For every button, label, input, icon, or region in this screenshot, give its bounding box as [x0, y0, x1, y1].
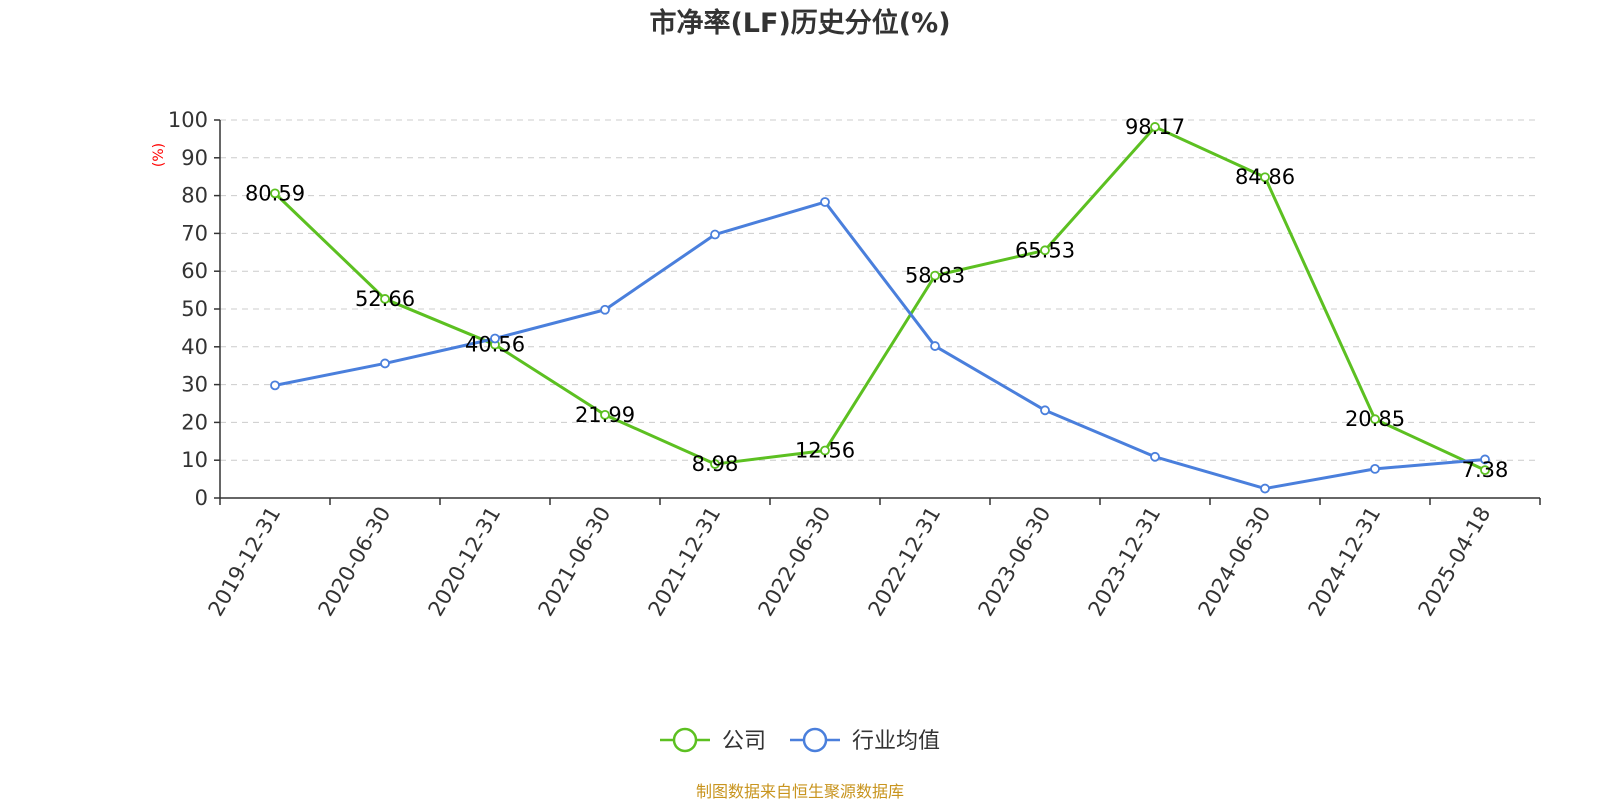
data-point: [710, 229, 720, 240]
data-label: 52.66: [355, 287, 415, 311]
y-tick-label: 30: [181, 373, 208, 397]
data-label: 21.99: [575, 403, 635, 427]
data-label: 58.83: [905, 264, 965, 288]
y-tick-label: 20: [181, 410, 208, 434]
data-point: [1150, 122, 1160, 132]
data-point: [380, 294, 390, 304]
data-point: [1040, 245, 1050, 256]
data-point: [710, 459, 720, 469]
data-point: [930, 270, 940, 281]
chart-title: 市净率(LF)历史分位(%): [649, 7, 950, 39]
data-label: 7.38: [1462, 458, 1509, 482]
y-axis-unit: (%): [151, 143, 167, 167]
data-label: 12.56: [795, 439, 855, 463]
data-point: [490, 333, 500, 344]
data-point: [380, 358, 390, 369]
legend-label: 行业均值: [852, 729, 940, 754]
series-line-2: [274, 200, 1486, 491]
legend-marker: [672, 727, 698, 753]
data-point: [1480, 465, 1490, 476]
data-label: 84.86: [1235, 165, 1295, 189]
y-tick-label: 0: [195, 486, 208, 510]
data-point: [270, 188, 280, 199]
data-point: [820, 197, 830, 207]
data-point: [1480, 454, 1490, 465]
y-tick-label: 100: [168, 108, 208, 132]
data-point: [1370, 414, 1380, 425]
data-point: [600, 304, 610, 315]
x-tick-label: 2019-12-31: [204, 503, 286, 621]
y-tick-label: 40: [181, 335, 208, 359]
legend-marker: [802, 727, 828, 753]
y-tick-label: 80: [181, 184, 208, 208]
data-point: [1260, 483, 1270, 494]
data-label: 65.53: [1015, 238, 1075, 262]
data-point: [600, 409, 610, 420]
grid-lines: [220, 119, 1540, 461]
data-point: [1150, 451, 1160, 462]
data-label: 20.85: [1345, 407, 1405, 431]
x-tick-label: 2021-12-31: [644, 503, 726, 621]
data-label: 80.59: [245, 181, 305, 205]
x-tick-label: 2020-06-30: [314, 503, 396, 621]
data-point: [1040, 405, 1050, 416]
y-tick-label: 70: [181, 221, 208, 245]
data-point: [820, 445, 830, 456]
series-line-1: [273, 125, 1486, 472]
data-labels: 80.59 52.66 40.56 21.99 8.98 12.56 58.83 65.53 9…: [245, 115, 1508, 482]
data-label: 98.17: [1125, 115, 1185, 139]
x-tick-label: 2022-06-30: [754, 503, 836, 621]
legend-item-1: 公司: [660, 727, 766, 754]
source-note: 制图数据来自恒生聚源数据库: [696, 782, 904, 800]
x-tick-label: 2023-12-31: [1084, 503, 1166, 621]
data-point: [1260, 172, 1270, 183]
series-lines: [270, 122, 1490, 494]
x-tick-label: 2022-12-31: [864, 503, 946, 621]
x-tick-label: 2021-06-30: [534, 503, 616, 621]
axes: 0 10 20 30 40 50 60 70 80 90 100 2019-12-31 2020-06-…: [168, 108, 1541, 621]
y-tick-label: 50: [181, 297, 208, 321]
data-point: [930, 341, 940, 351]
data-point: [270, 380, 280, 391]
data-label: 40.56: [465, 333, 525, 357]
legend: 公司 行业均值: [660, 727, 940, 754]
x-tick-label: 2025-04-18: [1414, 503, 1496, 621]
x-tick-label: 2023-06-30: [974, 503, 1056, 621]
legend-item-2: 行业均值: [790, 727, 940, 754]
y-tick-label: 90: [181, 146, 208, 170]
data-point: [1370, 463, 1380, 474]
x-tick-label: 2024-06-30: [1194, 503, 1276, 621]
y-tick-label: 60: [181, 259, 208, 283]
data-label: 8.98: [692, 452, 739, 476]
x-tick-label: 2024-12-31: [1304, 503, 1386, 621]
x-tick-label: 2020-12-31: [424, 503, 506, 621]
legend-label: 公司: [722, 729, 766, 754]
y-tick-label: 10: [181, 448, 208, 472]
